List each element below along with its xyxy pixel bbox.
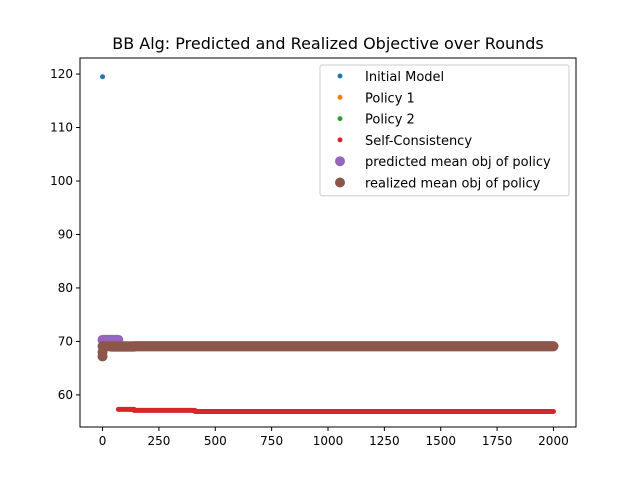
legend-label: predicted mean obj of policy: [365, 155, 551, 170]
legend-box: [319, 64, 570, 197]
y-tick-label: 70: [58, 334, 73, 348]
x-tick-label: 0: [99, 434, 107, 448]
x-tick-label: 1000: [313, 434, 344, 448]
data-point-realized-mean-obj-of-policy: [97, 347, 108, 358]
legend-label: Policy 2: [365, 113, 415, 128]
legend-marker: [337, 94, 343, 100]
y-tick-label: 80: [58, 281, 73, 295]
y-tick-label: 110: [50, 121, 73, 135]
legend-marker: [335, 156, 345, 167]
legend-marker: [337, 116, 343, 122]
legend-label: Self-Consistency: [365, 134, 472, 149]
x-tick-label: 1500: [425, 434, 456, 448]
chart-title: BB Alg: Predicted and Realized Objective…: [112, 34, 544, 53]
y-tick-label: 60: [58, 388, 73, 402]
legend-label: realized mean obj of policy: [365, 177, 541, 192]
legend-marker: [337, 137, 343, 143]
x-tick-label: 750: [260, 434, 283, 448]
x-tick-label: 1750: [482, 434, 513, 448]
legend-label: Initial Model: [365, 70, 444, 85]
x-tick-label: 500: [204, 434, 227, 448]
x-tick-label: 2000: [538, 434, 569, 448]
y-tick-label: 100: [50, 174, 73, 188]
legend: Initial Model Policy 1 Policy 2 Self-Consis…: [319, 64, 570, 197]
plot-area: [97, 74, 559, 414]
data-point-initial-model: [100, 74, 106, 80]
legend-marker: [335, 177, 345, 188]
legend-label: Policy 1: [365, 91, 415, 106]
y-tick-label: 90: [58, 227, 73, 241]
axes: 0 250 500 750 1000 1250 1500 1750 2000 60 70 80 90 10…: [50, 67, 569, 448]
x-tick-label: 250: [147, 434, 170, 448]
legend-marker: [337, 73, 343, 79]
x-tick-label: 1250: [369, 434, 400, 448]
y-tick-label: 120: [50, 67, 73, 81]
